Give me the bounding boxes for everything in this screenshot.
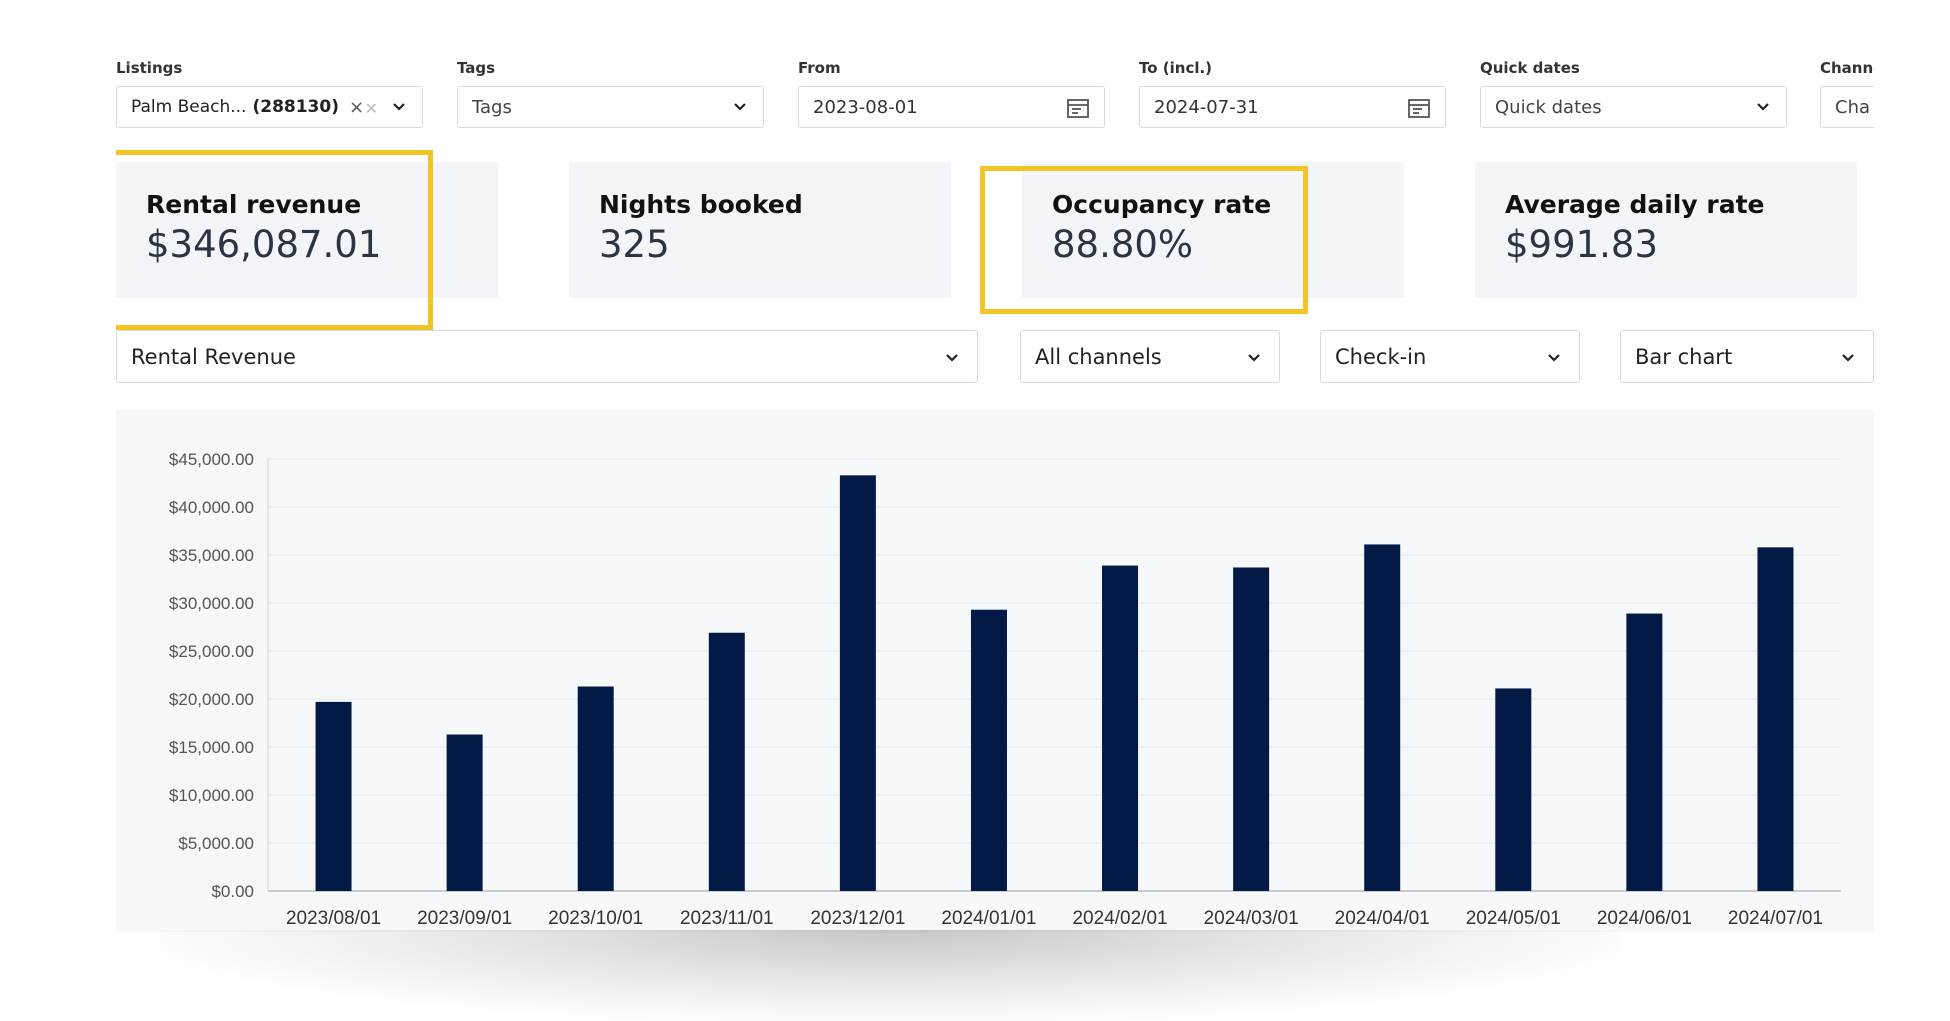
- bar-2024/02/01[interactable]: [1102, 565, 1139, 891]
- listing-chip: Palm Beach... (288130) ×: [131, 97, 364, 118]
- bar-2024/05/01[interactable]: [1495, 688, 1532, 891]
- x-tick-label: 2024/05/01: [1466, 908, 1561, 929]
- calendar-icon[interactable]: [1407, 96, 1431, 120]
- bar-2023/10/01[interactable]: [577, 686, 614, 891]
- metric-card-nights-booked: Nights booked 325: [569, 162, 951, 298]
- metric-value: $991.83: [1505, 223, 1659, 266]
- tags-filter: Tags Tags: [457, 58, 764, 128]
- y-tick-label: $45,000.00: [169, 450, 254, 469]
- from-filter: From 2023-08-01: [798, 58, 1105, 128]
- bar-2024/07/01[interactable]: [1757, 547, 1794, 891]
- highlight-box: [980, 166, 1308, 314]
- bar-2024/06/01[interactable]: [1626, 613, 1663, 891]
- metric-value: 88.80%: [1052, 223, 1194, 266]
- y-tick-label: $40,000.00: [169, 498, 254, 517]
- chart-type-select-value: Bar chart: [1635, 344, 1733, 369]
- listing-chip-id: (288130): [252, 97, 339, 117]
- x-tick-label: 2024/03/01: [1204, 908, 1299, 929]
- quick-dates-placeholder: Quick dates: [1495, 96, 1602, 118]
- tags-placeholder: Tags: [472, 96, 512, 118]
- to-label: To (incl.): [1139, 59, 1213, 77]
- x-tick-label: 2023/11/01: [680, 908, 774, 929]
- dashboard-frame: Listings Palm Beach... (288130) × ✕ Tags…: [116, 0, 1874, 1021]
- y-tick-label: $0.00: [211, 882, 254, 901]
- x-tick-label: 2024/01/01: [941, 908, 1036, 929]
- from-date-input[interactable]: 2023-08-01: [798, 86, 1105, 128]
- bar-2024/03/01[interactable]: [1233, 567, 1270, 891]
- revenue-bar-chart: $0.00 $5,000.00 $10,000.00 $15,000.00 $20,00…: [169, 450, 1841, 929]
- metric-select-value: Rental Revenue: [131, 344, 296, 369]
- remove-chip-close-icon[interactable]: ×: [348, 96, 365, 118]
- chevron-down-icon: [945, 351, 959, 365]
- listings-filter: Listings Palm Beach... (288130) × ✕: [116, 58, 423, 128]
- metric-card-average-daily-rate: Average daily rate $991.83: [1475, 162, 1857, 298]
- from-label: From: [798, 59, 841, 77]
- quick-dates-select[interactable]: Quick dates: [1480, 86, 1787, 128]
- bar-2023/12/01[interactable]: [839, 475, 876, 891]
- y-tick-label: $10,000.00: [169, 786, 254, 805]
- y-tick-label: $25,000.00: [169, 642, 254, 661]
- channel-placeholder: Cha: [1835, 96, 1871, 118]
- y-tick-label: $15,000.00: [169, 738, 254, 757]
- chevron-down-icon: [733, 100, 747, 114]
- x-tick-label: 2024/04/01: [1335, 908, 1430, 929]
- channels-select[interactable]: All channels: [1020, 330, 1280, 383]
- metric-title: Occupancy rate: [1052, 190, 1272, 219]
- metric-title: Rental revenue: [146, 190, 362, 219]
- channel-select[interactable]: Cha: [1820, 86, 1874, 128]
- metric-value: $346,087.01: [146, 223, 382, 266]
- metric-select[interactable]: Rental Revenue: [116, 330, 978, 383]
- chevron-down-icon[interactable]: [392, 100, 406, 114]
- x-tick-label: 2024/06/01: [1597, 908, 1692, 929]
- listings-select[interactable]: Palm Beach... (288130) × ✕: [116, 86, 423, 128]
- metric-card-rental-revenue: Rental revenue $346,087.01: [116, 162, 498, 298]
- y-tick-label: $5,000.00: [178, 834, 254, 853]
- tags-select[interactable]: Tags: [457, 86, 764, 128]
- chart-type-select[interactable]: Bar chart: [1620, 330, 1874, 383]
- chart-panel: $0.00 $5,000.00 $10,000.00 $15,000.00 $20,00…: [116, 410, 1874, 932]
- to-filter: To (incl.) 2024-07-31: [1139, 58, 1446, 128]
- x-tick-label: 2023/08/01: [286, 908, 381, 929]
- quick-dates-filter: Quick dates Quick dates: [1480, 58, 1787, 128]
- highlight-box: [116, 150, 433, 330]
- x-tick-label: 2024/07/01: [1728, 908, 1823, 929]
- quick-dates-label: Quick dates: [1480, 59, 1580, 77]
- tags-label: Tags: [457, 59, 496, 77]
- y-tick-label: $20,000.00: [169, 690, 254, 709]
- panel-shadow: [160, 930, 1620, 1021]
- to-date-input[interactable]: 2024-07-31: [1139, 86, 1446, 128]
- chevron-down-icon: [1841, 351, 1855, 365]
- x-tick-label: 2023/12/01: [810, 908, 905, 929]
- listing-chip-name: Palm Beach...: [131, 97, 247, 117]
- from-date-value: 2023-08-01: [813, 96, 918, 118]
- bar-2023/08/01[interactable]: [315, 701, 352, 891]
- chevron-down-icon: [1756, 100, 1770, 114]
- metric-card-occupancy-rate: Occupancy rate 88.80%: [1022, 162, 1404, 298]
- metric-title: Nights booked: [599, 190, 803, 219]
- bar-2023/11/01[interactable]: [708, 632, 745, 891]
- x-tick-label: 2023/10/01: [548, 908, 643, 929]
- chevron-down-icon: [1247, 351, 1261, 365]
- y-tick-label: $35,000.00: [169, 546, 254, 565]
- bar-2024/01/01[interactable]: [970, 609, 1007, 891]
- metric-value: 325: [599, 223, 670, 266]
- y-tick-label: $30,000.00: [169, 594, 254, 613]
- date-basis-select-value: Check-in: [1335, 344, 1427, 369]
- x-tick-label: 2024/02/01: [1072, 908, 1167, 929]
- listings-label: Listings: [116, 59, 183, 77]
- x-tick-label: 2023/09/01: [417, 908, 512, 929]
- date-basis-select[interactable]: Check-in: [1320, 330, 1580, 383]
- channel-filter: Channe Cha: [1820, 58, 1874, 128]
- channel-label: Channe: [1820, 59, 1874, 77]
- bar-2024/04/01[interactable]: [1364, 544, 1401, 891]
- channels-select-value: All channels: [1035, 344, 1162, 369]
- clear-close-icon[interactable]: ✕: [364, 99, 378, 118]
- metric-title: Average daily rate: [1505, 190, 1765, 219]
- chevron-down-icon: [1547, 351, 1561, 365]
- bar-2023/09/01[interactable]: [446, 734, 483, 891]
- to-date-value: 2024-07-31: [1154, 96, 1259, 118]
- calendar-icon[interactable]: [1066, 96, 1090, 120]
